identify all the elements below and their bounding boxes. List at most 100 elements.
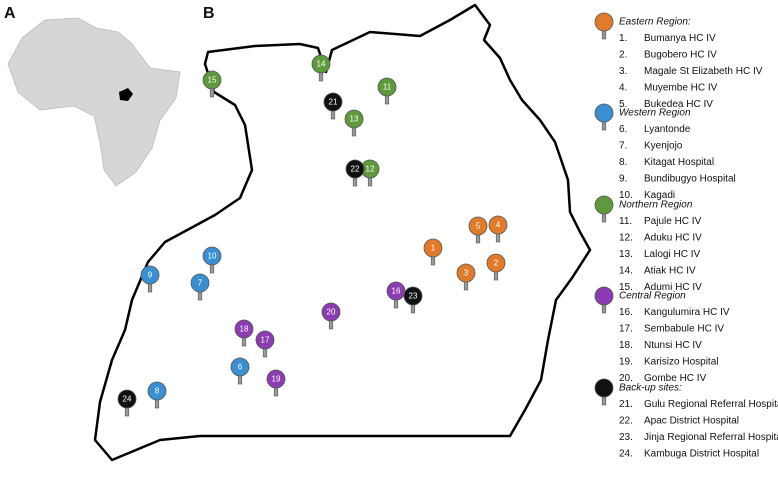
legend-number: 5. [619, 99, 627, 110]
pin-head [147, 381, 167, 401]
legend-name: Apac District Hospital [644, 416, 739, 427]
pin-head [266, 369, 286, 389]
legend-name: Ntunsi HC IV [644, 340, 702, 351]
pin-head [488, 215, 508, 235]
legend-name: Lalogi HC IV [644, 249, 700, 260]
legend-title: Eastern Region: [619, 17, 691, 28]
panel-label: B [203, 5, 215, 22]
pin-label: 13 [350, 115, 359, 124]
legend-number: 2. [619, 50, 627, 61]
legend-name: Magale St Elizabeth HC IV [644, 66, 763, 77]
pin-label: 20 [327, 308, 336, 317]
pin-label: 15 [208, 76, 217, 85]
legend-name: Bugobero HC IV [644, 50, 717, 61]
legend-name: Atiak HC IV [644, 266, 696, 277]
uganda-location [119, 88, 133, 101]
pin-label: 21 [329, 98, 338, 107]
legend-name: Aduku HC IV [644, 233, 702, 244]
pin-label: 12 [366, 165, 375, 174]
legend-number: 17. [619, 324, 633, 335]
pin-head [234, 319, 254, 339]
pin-label: 22 [351, 165, 360, 174]
legend-number: 10. [619, 190, 633, 201]
uganda-map [93, 3, 592, 462]
legend-name: Kitagat Hospital [644, 157, 714, 168]
legend-title: Western Region [619, 108, 691, 119]
pin-head [594, 286, 614, 306]
pin-label: 8 [155, 387, 160, 396]
pin-label: 6 [238, 363, 243, 372]
pin-head [345, 159, 365, 179]
legend-number: 20. [619, 373, 633, 384]
legend-number: 23. [619, 432, 633, 443]
legend-name: Karisizo Hospital [644, 357, 718, 368]
pin-head [255, 330, 275, 350]
pin-label: 4 [496, 221, 501, 230]
legend-name: Gulu Regional Referral Hospital [644, 399, 778, 410]
pin-head [202, 70, 222, 90]
pin-head [594, 378, 614, 398]
legend-name: Kagadi [644, 190, 675, 201]
legend-number: 22. [619, 416, 633, 427]
legend-title: Central Region [619, 291, 686, 302]
pin-label: 9 [148, 271, 153, 280]
pin-head [140, 265, 160, 285]
legend-number: 21. [619, 399, 633, 410]
legend-name: Kambuga District Hospital [644, 449, 759, 460]
panel-label: A [4, 5, 16, 22]
legend-name: Bundibugyo Hospital [644, 174, 736, 185]
pin-label: 2 [494, 259, 499, 268]
legend-number: 14. [619, 266, 633, 277]
legend-title: Back-up sites: [619, 383, 682, 394]
pin-head [594, 103, 614, 123]
pin-head [117, 389, 137, 409]
legend-name: Sembabule HC IV [644, 324, 724, 335]
pin-label: 11 [383, 83, 392, 92]
legend-number: 11. [619, 216, 632, 227]
pin-label: 5 [476, 222, 481, 231]
pin-label: 7 [198, 279, 203, 288]
pin-head [230, 357, 250, 377]
pin-head [594, 195, 614, 215]
pin-label: 17 [261, 336, 270, 345]
pin-head [486, 253, 506, 273]
pin-label: 24 [123, 395, 132, 404]
pin-head [377, 77, 397, 97]
pin-head [321, 302, 341, 322]
pin-head [344, 109, 364, 129]
legend-number: 24. [619, 449, 633, 460]
pin-label: 10 [208, 252, 217, 261]
legend-number: 16. [619, 307, 633, 318]
legend-name: Adumi HC IV [644, 282, 702, 293]
pin-head [202, 246, 222, 266]
pin-head [403, 286, 423, 306]
legend-name: Gombe HC IV [644, 373, 707, 384]
pin-label: 16 [392, 287, 401, 296]
pin-label: 18 [240, 325, 249, 334]
legend-number: 7. [619, 141, 627, 152]
legend-name: Bukedea HC IV [644, 99, 713, 110]
legend-number: 13. [619, 249, 633, 260]
pin-head [190, 273, 210, 293]
legend-name: Kyenjojo [644, 141, 683, 152]
pin-head [594, 12, 614, 32]
legend-number: 12. [619, 233, 633, 244]
legend-number: 1. [619, 33, 627, 44]
pin-label: 23 [409, 292, 418, 301]
legend-number: 19. [619, 357, 633, 368]
legend-number: 8. [619, 157, 627, 168]
legend-name: Muyembe HC IV [644, 83, 718, 94]
africa-map [7, 17, 181, 187]
legend-number: 3. [619, 66, 627, 77]
legend-number: 6. [619, 124, 627, 135]
pin-head [311, 54, 331, 74]
legend-name: Pajule HC IV [644, 216, 702, 227]
legend-number: 9. [619, 174, 627, 185]
legend-number: 4. [619, 83, 627, 94]
pin-head [456, 263, 476, 283]
legend-name: Lyantonde [644, 124, 691, 135]
legend-number: 18. [619, 340, 633, 351]
pin-head [386, 281, 406, 301]
legend-name: Kangulumira HC IV [644, 307, 730, 318]
